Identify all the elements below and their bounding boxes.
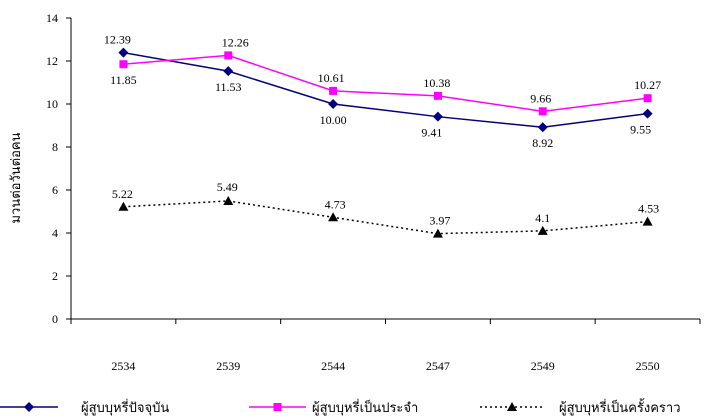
x-tick-label: 2550 — [636, 359, 660, 373]
y-tick-label: 12 — [46, 54, 58, 68]
data-label: 11.85 — [110, 73, 137, 87]
data-point — [642, 216, 653, 226]
data-point — [118, 201, 129, 211]
data-label: 9.55 — [630, 123, 651, 137]
axes — [70, 18, 700, 320]
y-tick-label: 14 — [46, 11, 58, 25]
data-label: 10.38 — [423, 76, 450, 90]
x-tick-label: 2549 — [531, 359, 555, 373]
y-tick-label: 0 — [52, 312, 58, 326]
y-tick-label: 10 — [46, 97, 58, 111]
data-point — [538, 107, 547, 116]
legend-label: ผู้สูบบุหรี่เป็นประจำ — [312, 398, 418, 416]
data-point — [224, 51, 233, 60]
data-label: 11.53 — [215, 80, 242, 94]
y-axis-ticks: 0 2 4 6 8 10 12 14 — [46, 11, 71, 326]
x-tick-label: 2544 — [321, 359, 345, 373]
data-point — [328, 99, 339, 109]
data-label: 12.39 — [104, 33, 131, 47]
series-2: 11.85 12.26 10.61 10.38 9.66 10.27 — [110, 35, 661, 116]
data-point — [329, 86, 338, 95]
data-label: 9.41 — [421, 126, 442, 140]
data-label: 10.00 — [320, 113, 347, 127]
legend-label: ผู้สูบบุหรี่เป็นครั้งคราว — [559, 398, 681, 416]
series-line — [123, 54, 648, 113]
data-label: 12.26 — [222, 35, 249, 49]
data-label: 10.61 — [318, 71, 345, 85]
data-label: 4.73 — [325, 197, 346, 211]
data-label: 3.97 — [429, 214, 450, 228]
y-tick-label: 6 — [52, 183, 58, 197]
legend-marker — [273, 403, 282, 411]
data-point — [537, 225, 548, 235]
data-point — [223, 195, 234, 205]
legend-marker — [507, 402, 517, 411]
data-label: 5.49 — [217, 180, 238, 194]
legend-label: ผู้สูบบุหรี่ปัจจุบัน — [81, 399, 169, 416]
series-line — [123, 200, 648, 235]
data-point — [432, 228, 443, 238]
y-axis-label: มวนต่อวันต่อคน — [8, 132, 23, 223]
y-tick-label: 4 — [52, 226, 58, 240]
y-tick-label: 8 — [52, 140, 58, 154]
x-tick-label: 2534 — [111, 359, 135, 373]
data-label: 9.66 — [530, 91, 551, 105]
data-point — [433, 91, 442, 100]
data-label: 10.27 — [634, 78, 661, 92]
x-axis-ticks: 2534 2539 2544 2547 2549 2550 — [70, 319, 701, 373]
data-point — [223, 66, 234, 77]
data-point — [432, 111, 443, 122]
data-label: 5.22 — [112, 187, 133, 201]
series-3: 5.22 5.49 4.73 3.97 4.1 4.53 — [112, 180, 659, 238]
data-label: 4.1 — [535, 211, 550, 225]
series-line — [123, 51, 648, 128]
x-tick-label: 2547 — [426, 359, 450, 373]
series-layer: 12.39 11.53 10.00 9.41 8.92 9.55 11.85 12.26 10.… — [104, 33, 661, 238]
legend: ผู้สูบบุหรี่ปัจจุบัน ผู้สูบบุหรี่เป็นประจ… — [0, 398, 681, 416]
data-label: 4.53 — [638, 202, 659, 216]
series-1: 12.39 11.53 10.00 9.41 8.92 9.55 — [104, 33, 653, 150]
legend-marker — [24, 402, 34, 412]
data-point — [118, 47, 129, 58]
data-point — [119, 60, 128, 69]
data-point — [643, 94, 652, 103]
x-tick-label: 2539 — [216, 359, 240, 373]
y-tick-label: 2 — [52, 269, 58, 283]
data-point — [642, 108, 653, 119]
data-point — [537, 122, 548, 133]
data-point — [328, 212, 339, 222]
data-label: 8.92 — [532, 136, 553, 150]
